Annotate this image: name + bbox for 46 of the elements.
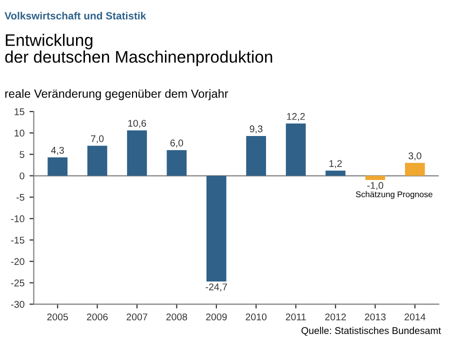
x-tick-label: 2014: [404, 313, 426, 320]
x-tick-label: 2011: [286, 313, 306, 320]
x-tick-label: 2006: [86, 313, 108, 320]
y-tick-label: 15: [14, 108, 24, 116]
data-label: -24,7: [206, 283, 227, 292]
y-tick-label: -5: [16, 194, 24, 201]
bar: [326, 170, 346, 176]
x-tick-label: 2007: [126, 313, 148, 320]
bar: [206, 176, 226, 282]
x-tick-label: 2008: [166, 313, 188, 320]
data-label: 9,3: [250, 125, 262, 134]
y-tick-label: -10: [11, 215, 24, 222]
y-tick-label: 0: [20, 172, 24, 180]
data-label: 7,0: [91, 135, 104, 144]
data-label: 1,2: [330, 160, 342, 168]
bar: [166, 150, 187, 176]
y-tick-label: -20: [11, 258, 24, 266]
data-label: 12,2: [287, 113, 305, 122]
data-label: 6,0: [170, 140, 184, 148]
x-tick-label: 2009: [206, 313, 227, 320]
x-tick-label: 2013: [364, 313, 386, 320]
data-label: -1,0: [367, 182, 384, 190]
y-tick-label: 10: [14, 130, 24, 137]
annotation: Prognose: [398, 191, 432, 199]
x-tick-label: 2012: [325, 313, 346, 320]
bar: [405, 162, 425, 176]
y-tick-label: -25: [11, 280, 24, 286]
y-tick-label: 5: [20, 151, 24, 158]
y-tick-label: -30: [11, 300, 24, 308]
x-tick-label: 2010: [246, 313, 267, 320]
bar: [87, 146, 108, 176]
bar: [365, 176, 386, 180]
y-axis-title: reale Veränderung gegenüber dem Vorjahr: [5, 89, 228, 100]
annotation: Schätzung: [356, 191, 394, 199]
bar: [286, 124, 306, 176]
data-label: 3,0: [408, 152, 422, 160]
x-tick-label: 2005: [47, 313, 68, 320]
bar: [246, 136, 266, 176]
source-note: Quelle: Statistisches Bundesamt: [302, 326, 441, 336]
data-label: 10,6: [128, 120, 146, 128]
bar: [127, 130, 147, 176]
bar: [48, 157, 68, 176]
chart-title: Entwicklung der deutschen Maschinenproduktion: [5, 34, 272, 66]
y-tick-label: -15: [11, 236, 24, 244]
chart-subtitle: Volkswirtschaft und Statistik: [4, 12, 146, 20]
data-label: 4,3: [51, 146, 64, 155]
